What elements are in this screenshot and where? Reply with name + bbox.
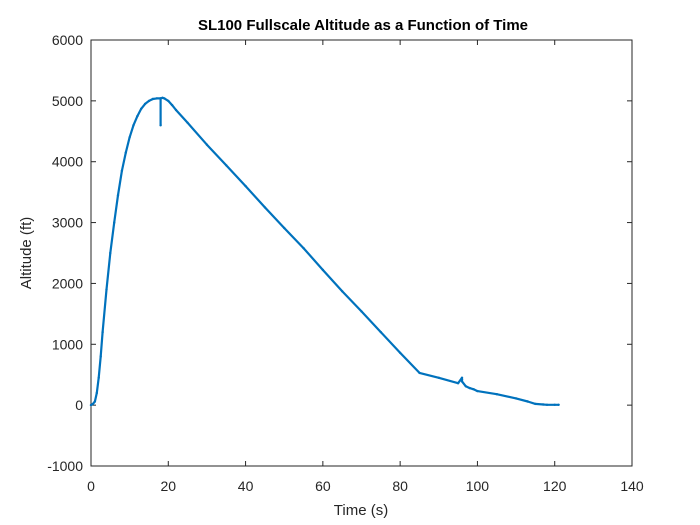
data-point bbox=[379, 330, 382, 334]
y-tick-label: -1000 bbox=[47, 458, 83, 474]
plot-area bbox=[90, 39, 633, 467]
x-tick-label: 40 bbox=[238, 478, 254, 494]
data-point bbox=[545, 403, 549, 406]
y-tick-label: 3000 bbox=[52, 215, 83, 231]
data-point bbox=[167, 99, 170, 103]
data-point bbox=[263, 206, 267, 209]
data-point bbox=[541, 403, 545, 406]
data-point bbox=[341, 290, 344, 293]
data-point bbox=[101, 330, 104, 334]
ticks-group: 0 20 40 60 80 100 120 140-100001000200030004000… bbox=[47, 32, 644, 494]
y-tick-label: 5000 bbox=[52, 93, 83, 109]
x-tick-label: 120 bbox=[543, 478, 567, 494]
data-point bbox=[460, 380, 464, 383]
data-point bbox=[136, 114, 139, 118]
data-point bbox=[120, 169, 124, 172]
data-point bbox=[472, 388, 475, 391]
data-point bbox=[557, 403, 560, 406]
data-point bbox=[464, 385, 467, 388]
data-point bbox=[132, 124, 135, 127]
y-axis-label: Altitude (ft) bbox=[18, 217, 35, 290]
data-point bbox=[147, 99, 151, 103]
chart-title: SL100 Fullscale Altitude as a Function o… bbox=[198, 17, 528, 34]
data-point bbox=[124, 151, 128, 154]
data-point bbox=[143, 102, 147, 106]
x-tick-label: 80 bbox=[392, 478, 408, 494]
data-point bbox=[302, 246, 305, 250]
data-point bbox=[99, 355, 102, 358]
data-point bbox=[159, 124, 162, 127]
y-tick-label: 0 bbox=[75, 397, 83, 413]
data-point bbox=[398, 351, 402, 354]
x-tick-label: 100 bbox=[466, 478, 490, 494]
data-point bbox=[91, 402, 95, 406]
data-point bbox=[225, 164, 228, 167]
data-point bbox=[321, 268, 325, 272]
x-tick-label: 20 bbox=[160, 478, 176, 494]
data-point bbox=[109, 251, 112, 255]
data-point bbox=[514, 397, 518, 400]
data-point bbox=[170, 103, 174, 107]
data-point bbox=[159, 97, 162, 100]
data-point bbox=[163, 97, 166, 100]
x-tick-label: 0 bbox=[87, 478, 95, 494]
data-point bbox=[89, 403, 93, 407]
data-point bbox=[460, 376, 464, 379]
data-point bbox=[151, 97, 154, 101]
data-point bbox=[360, 310, 363, 313]
data-point bbox=[534, 402, 537, 406]
y-tick-label: 4000 bbox=[52, 154, 83, 170]
x-axis-label: Time (s) bbox=[334, 502, 388, 519]
data-point bbox=[155, 97, 158, 100]
data-point bbox=[468, 386, 471, 390]
data-point bbox=[418, 371, 421, 375]
data-point bbox=[205, 143, 209, 146]
data-point bbox=[105, 288, 108, 291]
series-group bbox=[89, 96, 560, 407]
data-point bbox=[113, 221, 116, 224]
data-point bbox=[476, 389, 479, 393]
data-point bbox=[186, 121, 189, 125]
data-point bbox=[93, 400, 97, 403]
data-point bbox=[526, 400, 529, 403]
data-point bbox=[161, 96, 164, 100]
data-point bbox=[244, 184, 247, 188]
data-point bbox=[437, 376, 440, 379]
x-tick-label: 60 bbox=[315, 478, 331, 494]
data-point bbox=[460, 378, 464, 381]
data-point bbox=[553, 403, 556, 406]
x-tick-label: 140 bbox=[620, 478, 644, 494]
data-point bbox=[116, 194, 120, 197]
data-point bbox=[128, 136, 131, 139]
y-tick-label: 1000 bbox=[52, 336, 83, 352]
data-point bbox=[456, 382, 460, 385]
y-tick-label: 6000 bbox=[52, 32, 83, 48]
data-point bbox=[95, 391, 99, 395]
data-point bbox=[174, 108, 178, 112]
data-point bbox=[140, 107, 143, 111]
data-point bbox=[97, 376, 100, 379]
data-point bbox=[495, 393, 498, 396]
data-point bbox=[283, 226, 286, 230]
y-tick-label: 2000 bbox=[52, 275, 83, 291]
